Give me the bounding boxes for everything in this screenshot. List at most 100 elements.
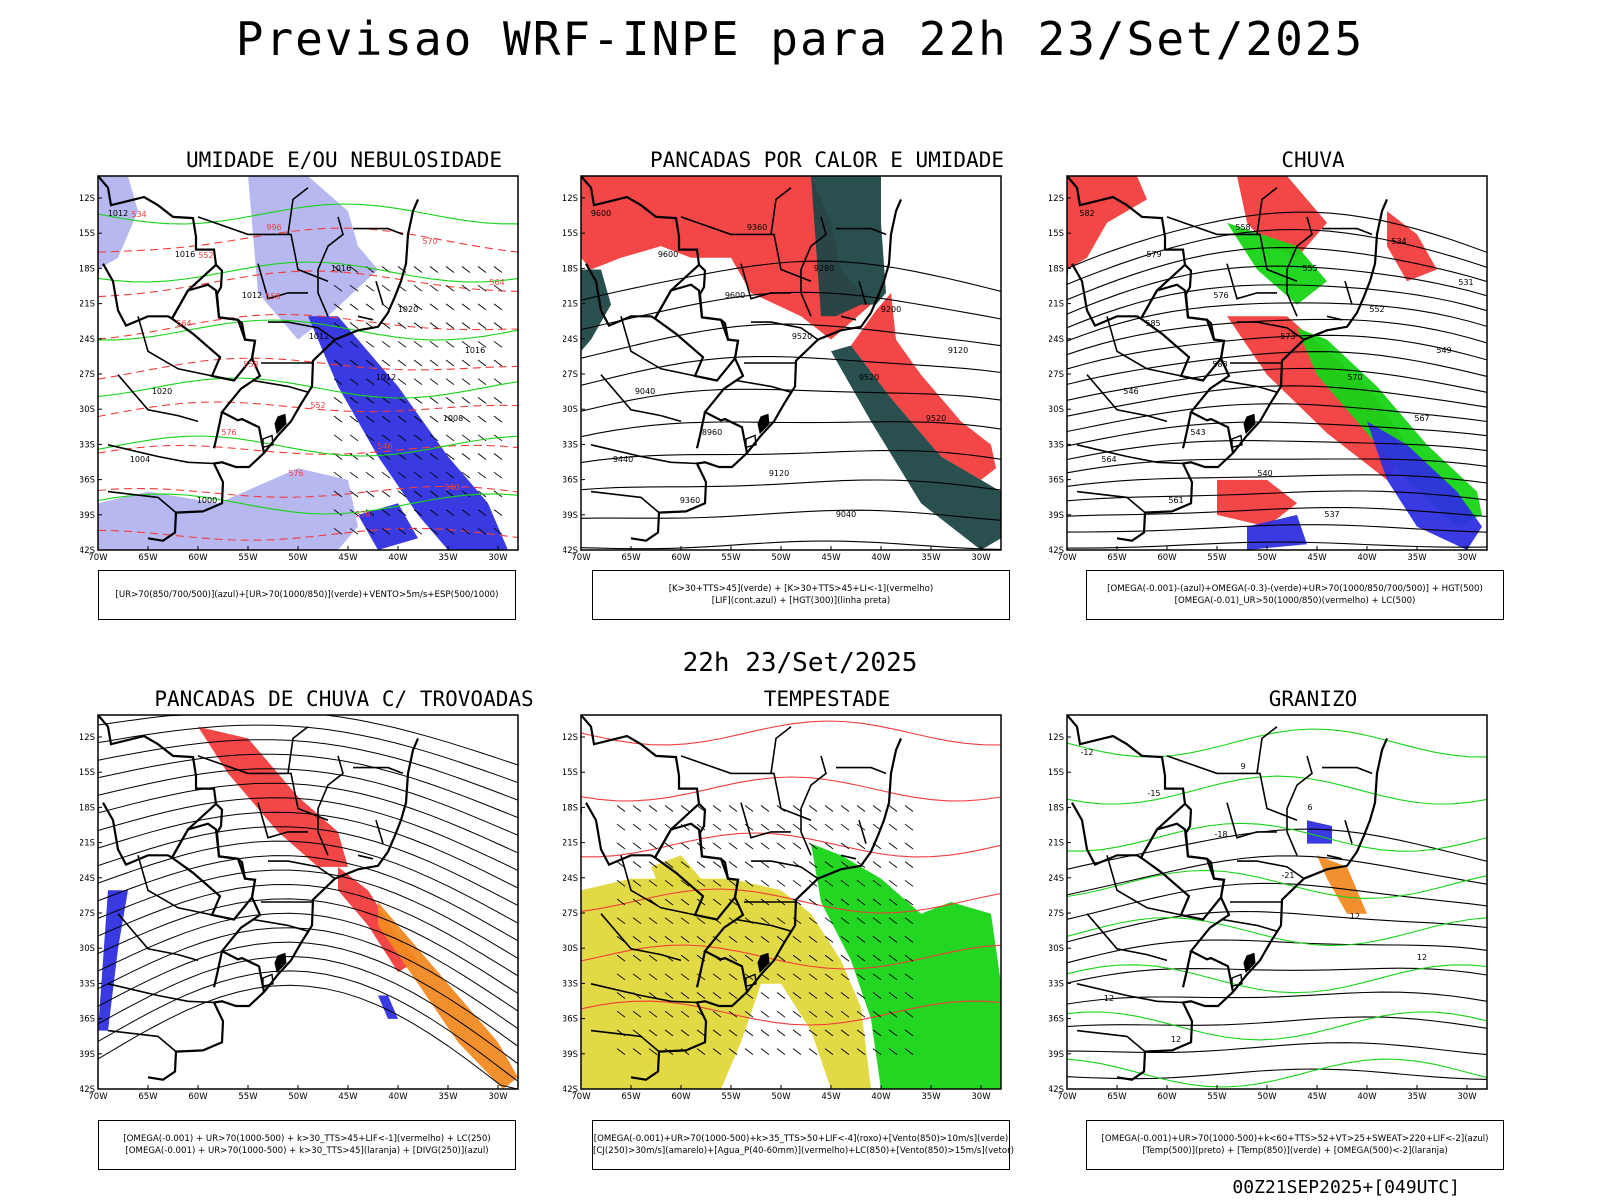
state-border xyxy=(1256,726,1278,774)
map-frame xyxy=(1066,714,1488,1090)
state-border xyxy=(357,854,374,860)
wind-vector xyxy=(461,471,471,479)
lon-label: 35W xyxy=(438,553,458,563)
lat-label: 39S xyxy=(1049,1050,1064,1060)
contour-label: 9200 xyxy=(881,305,901,314)
lon-label: 60W xyxy=(671,553,691,563)
wind-vector xyxy=(616,898,626,906)
wind-vector xyxy=(381,453,391,460)
contour-label: 531 xyxy=(1458,278,1473,287)
state-border xyxy=(197,755,329,821)
legend-box: [UR>70(850/700/500)](azul)+[UR>70(1000/8… xyxy=(98,570,516,620)
state-border xyxy=(858,819,867,844)
wind-vector xyxy=(712,842,722,850)
wind-vector xyxy=(760,823,770,831)
wind-vector xyxy=(792,805,802,812)
lat-label: 30S xyxy=(80,944,95,954)
wind-vector xyxy=(397,378,407,386)
streamline xyxy=(98,912,518,1012)
wind-vector xyxy=(904,1010,914,1018)
wind-vector xyxy=(904,973,914,981)
uruguay-border xyxy=(695,950,707,988)
wind-vector xyxy=(429,490,439,498)
lat-label: 42S xyxy=(563,546,578,556)
wind-vector xyxy=(632,1029,642,1037)
wind-vector xyxy=(664,861,674,868)
wind-vector xyxy=(477,453,487,460)
wind-vector xyxy=(744,1048,754,1055)
lon-label: 60W xyxy=(671,1092,691,1102)
wind-vector xyxy=(365,471,375,479)
field-blue xyxy=(98,890,128,1031)
province-border xyxy=(1086,374,1168,423)
wind-vector xyxy=(429,397,439,404)
province-border xyxy=(1086,913,1168,962)
contour-label: 552 xyxy=(198,251,213,260)
wind-vector xyxy=(616,917,626,925)
wind-vector xyxy=(413,359,423,367)
state-border xyxy=(268,860,336,880)
wind-vector xyxy=(461,378,471,386)
wind-vector xyxy=(728,879,738,887)
uruguay-border xyxy=(695,411,707,449)
wind-vector xyxy=(349,453,359,460)
contour-label: 558 xyxy=(1235,223,1250,232)
contour-label: 12 xyxy=(1171,1035,1181,1044)
lagoon xyxy=(757,952,770,974)
bolivia-border xyxy=(102,263,217,328)
lat-label: 12S xyxy=(563,733,578,743)
wind-vector xyxy=(872,861,882,868)
wind-vector xyxy=(381,340,391,348)
wind-vector xyxy=(493,378,503,386)
lagoon xyxy=(274,413,287,435)
contour-label: 576 xyxy=(288,469,303,478)
wind-vector xyxy=(808,805,818,812)
wind-vector xyxy=(397,415,407,423)
hgt500-contour xyxy=(1067,211,1487,270)
contour-label: 1012 xyxy=(309,332,329,341)
state-border xyxy=(1326,315,1343,321)
wind-vector xyxy=(760,842,770,850)
wind-vector xyxy=(872,917,882,925)
field-blue xyxy=(308,316,508,550)
wind-vector xyxy=(648,805,658,812)
hgt500-contour xyxy=(1067,247,1487,301)
thickness-contour xyxy=(98,485,518,498)
paraguay-border xyxy=(1140,822,1226,921)
wind-vector xyxy=(904,992,914,999)
state-border xyxy=(1344,819,1353,844)
wind-vector xyxy=(445,266,455,273)
wind-vector xyxy=(744,805,754,812)
lon-label: 30W xyxy=(1457,1092,1477,1102)
lon-label: 70W xyxy=(571,553,591,563)
wind-vector xyxy=(381,509,391,516)
lat-label: 21S xyxy=(80,839,95,849)
wind-vector xyxy=(349,490,359,498)
lat-label: 21S xyxy=(1049,300,1064,310)
map-layer xyxy=(98,715,518,1089)
lat-label: 15S xyxy=(80,229,95,239)
contour-label: 1012 xyxy=(242,291,262,300)
state-border xyxy=(1286,755,1313,856)
wind-vector xyxy=(477,471,487,479)
wind-vector xyxy=(632,842,642,850)
legend-line: [OMEGA(-0.001)+UR>70(1000-500)+k<60+TTS>… xyxy=(1101,1134,1489,1144)
lat-label: 24S xyxy=(80,335,95,345)
wind-vector xyxy=(461,397,471,404)
temp850-contour xyxy=(1067,1011,1487,1041)
contour-label: 9 xyxy=(1240,762,1245,771)
wind-vector xyxy=(413,303,423,311)
wind-vector xyxy=(349,284,359,292)
state-border xyxy=(317,755,344,856)
wind-vector xyxy=(381,471,391,479)
state-border xyxy=(287,187,309,235)
contour-label: 1016 xyxy=(465,346,485,355)
wind-vector xyxy=(840,861,850,868)
water-vapour-contour xyxy=(581,832,1001,858)
wind-vector xyxy=(712,992,722,999)
wind-vector xyxy=(712,823,722,831)
province-border xyxy=(1106,855,1182,916)
wind-vector xyxy=(349,340,359,348)
state-border xyxy=(751,321,819,341)
contour-label: 1020 xyxy=(398,305,418,314)
